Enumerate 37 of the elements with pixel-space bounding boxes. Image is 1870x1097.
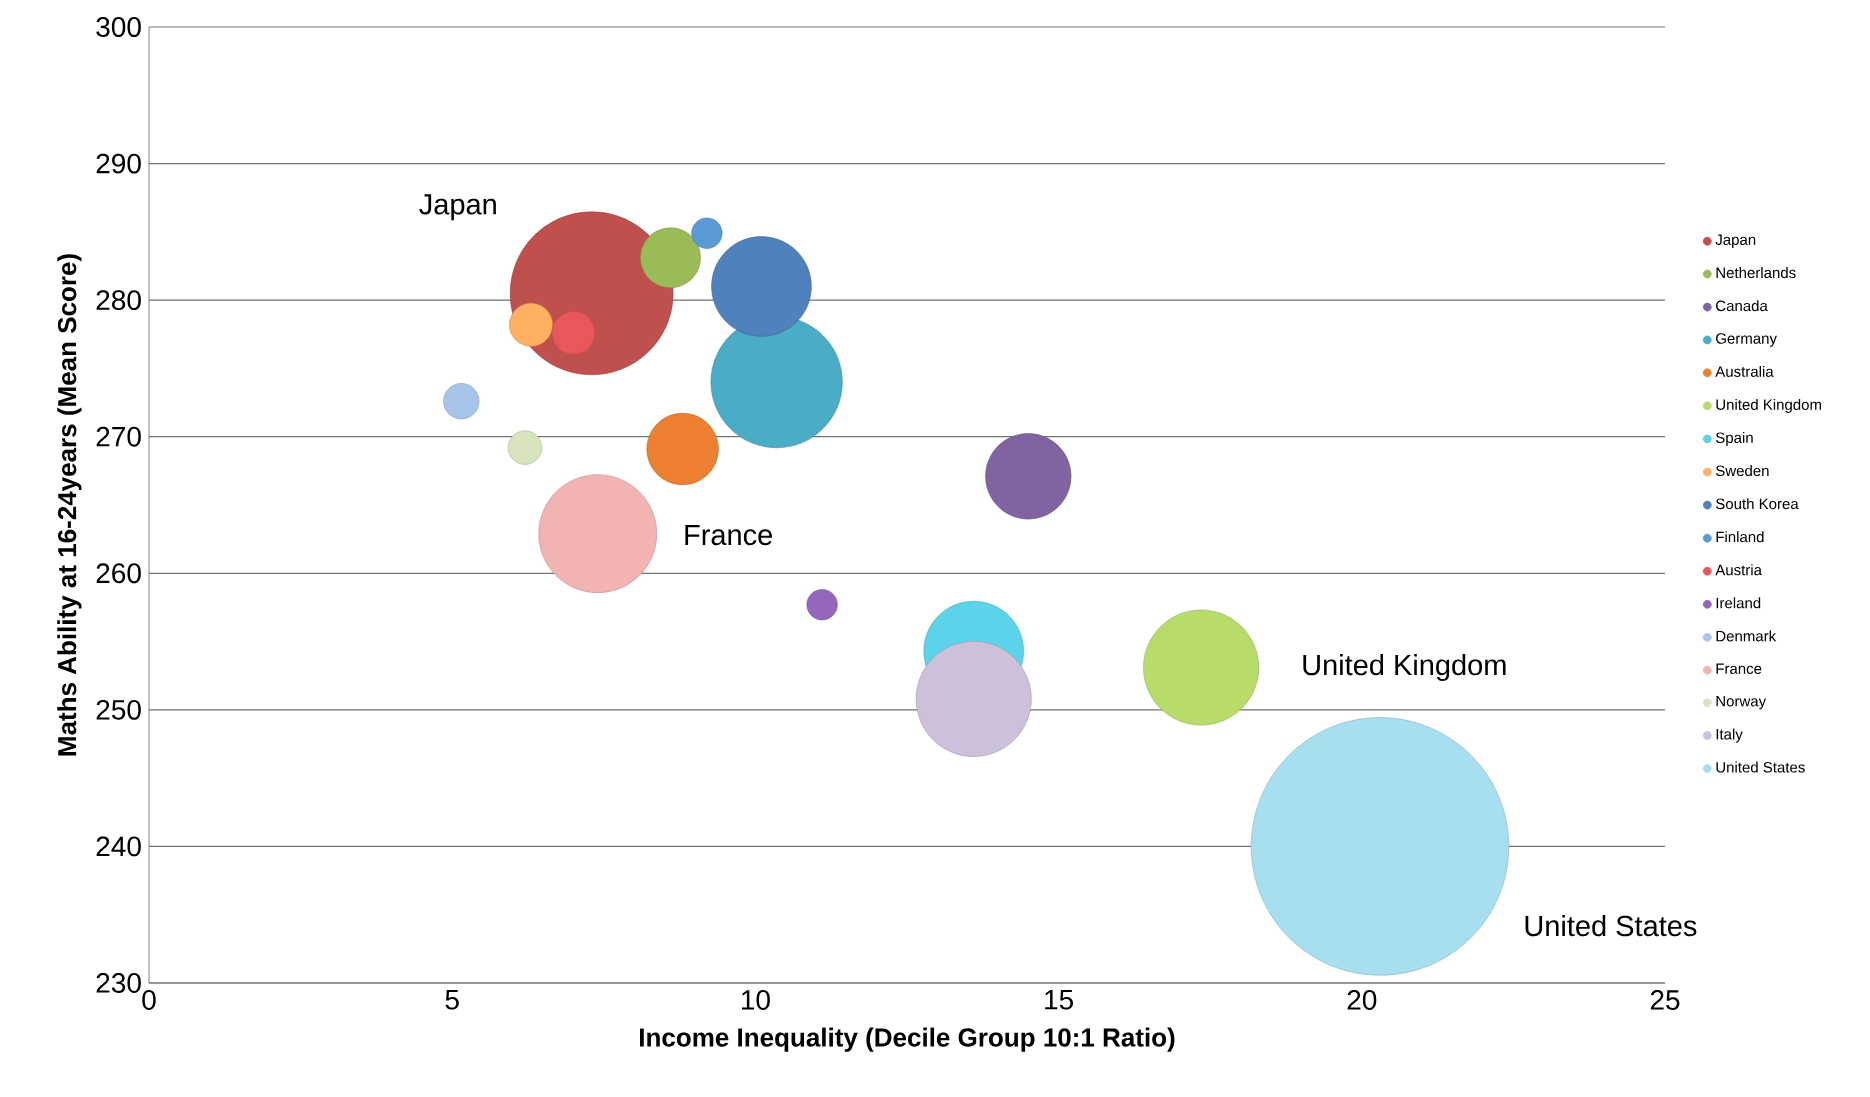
- annotation: United Kingdom: [1303, 653, 1506, 682]
- legend-label: United Kingdom: [1716, 398, 1822, 413]
- x-tick-label: 5: [445, 990, 459, 1010]
- y-tick-label: 270: [96, 426, 141, 447]
- x-tick-label: 0: [142, 990, 156, 1010]
- y-tick-label: 300: [96, 17, 141, 37]
- legend-label: France: [1716, 663, 1762, 674]
- annotation: Japan: [419, 194, 496, 221]
- x-tick-label: 20: [1347, 990, 1377, 1010]
- legend-label: Finland: [1716, 531, 1764, 543]
- x-axis-title: Income Inequality (Decile Group 10:1 Ratio): [640, 1027, 1175, 1052]
- y-tick-label: 240: [96, 836, 141, 857]
- legend-label: Ireland: [1716, 597, 1761, 609]
- x-tick-label: 25: [1650, 990, 1680, 1010]
- x-tick-label: 10: [741, 990, 770, 1010]
- legend-label: Germany: [1716, 333, 1777, 347]
- legend-label: Canada: [1716, 300, 1768, 312]
- legend-label: Japan: [1715, 234, 1756, 248]
- y-tick-label: 290: [96, 153, 141, 174]
- legend-label: Austria: [1715, 564, 1762, 576]
- legend-label: Australia: [1715, 365, 1774, 377]
- legend-label: South Korea: [1715, 498, 1799, 510]
- annotation: France: [685, 524, 772, 546]
- y-tick-label: 280: [96, 290, 141, 311]
- x-tick-label: 15: [1045, 990, 1073, 1010]
- y-tick-label: 230: [96, 973, 141, 993]
- legend-label: Norway: [1716, 696, 1767, 710]
- legend-label: United States: [1716, 761, 1805, 773]
- legend-label: Denmark: [1716, 630, 1777, 642]
- annotation: United States: [1525, 914, 1697, 937]
- legend-label: Spain: [1715, 432, 1753, 446]
- legend-label: Sweden: [1715, 465, 1769, 477]
- y-axis-title: Maths Ability at 16-24years (Mean Score): [57, 254, 82, 756]
- legend-label: Netherlands: [1716, 267, 1796, 279]
- y-tick-label: 250: [96, 699, 141, 720]
- legend-label: Italy: [1716, 728, 1743, 743]
- y-tick-label: 260: [96, 563, 141, 584]
